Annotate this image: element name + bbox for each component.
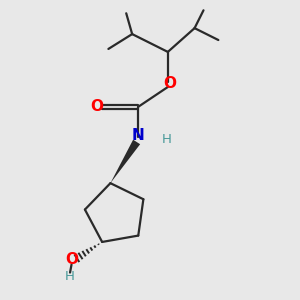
Text: N: N xyxy=(132,128,145,142)
Text: O: O xyxy=(65,252,78,267)
Text: O: O xyxy=(91,99,103,114)
Text: O: O xyxy=(163,76,176,91)
Polygon shape xyxy=(110,140,140,183)
Text: H: H xyxy=(161,133,171,146)
Text: H: H xyxy=(65,270,75,283)
